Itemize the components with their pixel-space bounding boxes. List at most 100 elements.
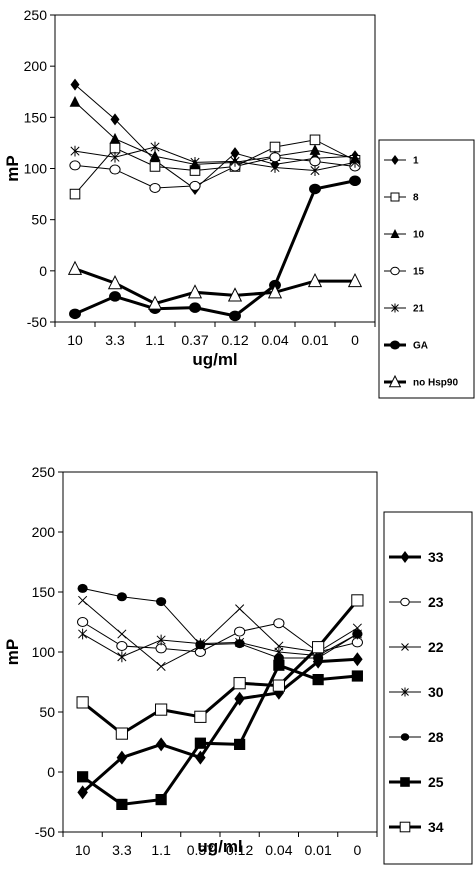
series-line (74, 146, 356, 172)
data-point (109, 291, 121, 302)
x-tick-label: 0.01 (305, 842, 332, 858)
legend-item: 10 (384, 229, 425, 241)
legend-item: 8 (384, 192, 419, 204)
x-tick-label: 0.12 (221, 332, 248, 348)
y-tick-label: 50 (39, 704, 55, 720)
y-tick-label: 250 (32, 464, 56, 480)
legend-label: 23 (428, 594, 444, 610)
y-axis-label: mP (3, 639, 22, 665)
data-point (234, 626, 246, 637)
legend-marker (400, 551, 410, 563)
data-point (109, 132, 121, 144)
data-point (69, 95, 81, 107)
legend-item: 33 (389, 549, 444, 565)
data-point (272, 679, 285, 692)
data-point (155, 794, 167, 806)
data-point (270, 162, 280, 173)
data-point (234, 691, 245, 706)
data-point (67, 260, 83, 275)
legend-marker (388, 374, 402, 388)
y-tick-label: 150 (32, 584, 56, 600)
legend-marker (400, 597, 410, 607)
legend-item: 21 (384, 303, 425, 315)
legend-label: 10 (413, 230, 425, 241)
y-tick-label: 200 (32, 524, 56, 540)
series-34 (76, 594, 364, 740)
data-point (229, 310, 241, 322)
data-point (78, 595, 88, 605)
data-point (69, 160, 81, 171)
legend-item: 30 (389, 684, 444, 700)
data-point (351, 594, 364, 607)
data-point (312, 654, 324, 669)
series-line (74, 156, 356, 189)
y-tick-label: 150 (24, 109, 48, 125)
legend-marker (390, 266, 400, 276)
data-point (234, 639, 245, 649)
legend-marker (389, 340, 401, 350)
x-tick-label: 0.04 (265, 842, 292, 858)
x-tick-label: 0 (353, 842, 361, 858)
legend-marker (391, 155, 399, 165)
data-point (312, 641, 325, 654)
x-axis-label: ug/ml (192, 350, 237, 369)
series-line (74, 139, 356, 195)
data-point (194, 737, 206, 749)
data-point (187, 284, 203, 299)
data-point (116, 750, 128, 765)
data-point (116, 798, 128, 810)
data-point (307, 272, 323, 288)
data-point (349, 175, 361, 187)
legend-marker (400, 733, 410, 741)
legend-marker (401, 643, 409, 651)
legend-label: 30 (428, 684, 444, 700)
data-point (312, 674, 324, 686)
data-point (116, 641, 128, 651)
data-point (194, 710, 207, 723)
data-point (233, 677, 246, 690)
plot-frame (62, 471, 378, 833)
data-point (309, 183, 321, 195)
legend-label: 28 (428, 729, 444, 745)
data-point (350, 156, 360, 168)
series-21 (70, 141, 360, 176)
legend-item: 28 (389, 729, 444, 745)
legend-item: 34 (389, 819, 444, 835)
data-point (69, 308, 81, 320)
data-point (117, 651, 127, 663)
data-point (230, 147, 240, 160)
data-point (77, 583, 88, 593)
data-point (235, 604, 245, 614)
data-point (77, 785, 88, 800)
data-point (78, 628, 88, 640)
legend-marker (391, 303, 399, 313)
data-point (155, 737, 167, 752)
x-tick-label: 0.12 (226, 842, 253, 858)
data-point (77, 617, 89, 627)
data-point (76, 696, 89, 709)
legend-item: 23 (389, 594, 444, 610)
series-line (82, 621, 358, 653)
legend-label: GA (413, 341, 428, 352)
data-point (116, 592, 127, 602)
data-point (230, 155, 240, 167)
data-point (195, 750, 206, 765)
x-tick-label: 0.37 (187, 842, 214, 858)
series-line (74, 84, 356, 190)
x-tick-label: 3.3 (112, 842, 132, 858)
y-tick-label: 100 (32, 644, 56, 660)
data-point (156, 661, 166, 671)
data-point (309, 144, 321, 155)
series-line (81, 657, 358, 794)
legend-label: 15 (413, 267, 425, 278)
legend-label: 33 (428, 549, 444, 565)
series-line (81, 663, 358, 806)
series-33 (77, 652, 363, 800)
series-line (74, 101, 356, 165)
x-tick-label: 0.37 (181, 332, 208, 348)
legend: 1 8 10 15 21 GA no Hsp90 (378, 139, 475, 399)
data-point (189, 180, 201, 191)
legend-label: 21 (413, 304, 425, 315)
data-point (147, 295, 163, 310)
